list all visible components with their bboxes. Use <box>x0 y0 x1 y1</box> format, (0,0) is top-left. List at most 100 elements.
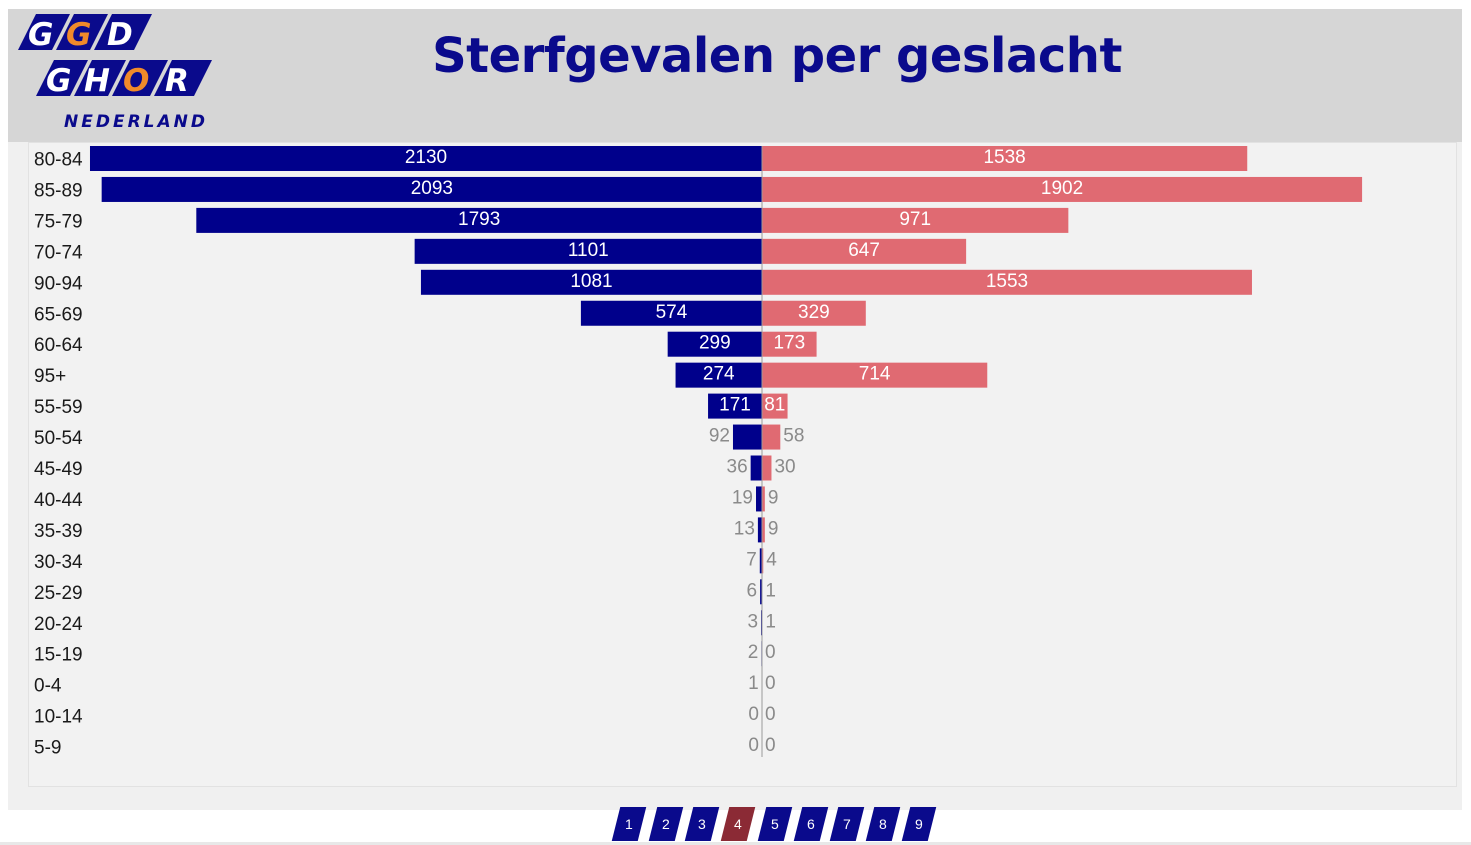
page-button-3[interactable]: 3 <box>684 807 720 841</box>
logo-letter: H <box>84 63 110 99</box>
female-value-label: 971 <box>899 209 931 230</box>
female-bar <box>762 300 866 326</box>
male-value-label: 274 <box>703 364 735 385</box>
page-button-4[interactable]: 4 <box>720 807 756 841</box>
female-value-label: 9 <box>768 487 779 508</box>
page-title: Sterfgevalen per geslacht <box>432 28 1122 84</box>
age-group-label: 35-39 <box>34 521 83 542</box>
male-bar <box>732 424 762 450</box>
page-button-6[interactable]: 6 <box>793 807 829 841</box>
female-value-label: 9 <box>768 518 779 539</box>
male-bar <box>667 331 762 357</box>
page-button-label: 6 <box>807 816 815 832</box>
female-bar <box>762 331 817 357</box>
page-button-5[interactable]: 5 <box>757 807 793 841</box>
bottom-divider <box>0 842 1471 845</box>
male-value-label: 19 <box>732 487 753 508</box>
logo-letter: R <box>165 63 189 99</box>
female-value-label: 173 <box>773 333 805 354</box>
male-value-label: 0 <box>748 704 759 725</box>
age-group-label: 55-59 <box>34 397 83 418</box>
female-bar <box>762 238 967 264</box>
age-group-label: 5-9 <box>34 738 61 759</box>
male-bar <box>750 455 762 481</box>
female-value-label: 329 <box>798 302 830 323</box>
male-value-label: 1101 <box>568 240 609 261</box>
male-value-label: 92 <box>709 426 730 447</box>
age-group-label: 90-94 <box>34 273 83 294</box>
male-value-label: 299 <box>699 333 731 354</box>
male-value-label: 2093 <box>411 178 453 199</box>
page-button-7[interactable]: 7 <box>829 807 865 841</box>
female-bar <box>762 207 1069 233</box>
female-bar <box>762 393 788 419</box>
female-bar <box>762 486 765 512</box>
female-value-label: 0 <box>765 704 776 725</box>
age-group-label: 40-44 <box>34 490 83 511</box>
female-value-label: 1553 <box>986 271 1028 292</box>
age-group-label: 85-89 <box>34 180 83 201</box>
logo-row-2 <box>36 60 212 96</box>
female-value-label: 0 <box>765 673 776 694</box>
male-bar <box>580 300 762 326</box>
age-group-label: 65-69 <box>34 304 83 325</box>
pagination: 1 2 3 4 5 6 7 8 9 <box>0 807 1471 845</box>
male-value-label: 1081 <box>570 271 612 292</box>
male-value-label: 3 <box>747 611 758 632</box>
female-value-label: 4 <box>766 549 777 570</box>
age-group-label: 30-34 <box>34 552 83 573</box>
page-button-8[interactable]: 8 <box>865 807 901 841</box>
female-value-label: 58 <box>783 426 804 447</box>
age-group-label: 20-24 <box>34 614 83 635</box>
logo-letter: O <box>123 63 149 99</box>
male-value-label: 2 <box>748 642 759 663</box>
age-group-label: 50-54 <box>34 428 83 449</box>
male-value-label: 2130 <box>405 147 447 168</box>
age-group-label: 95+ <box>34 366 66 387</box>
female-bar <box>762 362 988 388</box>
age-group-label: 10-14 <box>34 707 83 728</box>
age-group-label: 15-19 <box>34 645 83 666</box>
male-bar <box>760 579 762 605</box>
male-value-label: 13 <box>734 518 755 539</box>
header-bar <box>8 9 1462 142</box>
male-value-label: 1793 <box>458 209 500 230</box>
page-button-2[interactable]: 2 <box>648 807 684 841</box>
age-group-label: 70-74 <box>34 242 83 263</box>
male-bar <box>101 176 762 202</box>
male-bar <box>414 238 762 264</box>
page-button-label: 7 <box>843 816 851 832</box>
male-bar <box>708 393 762 419</box>
age-group-label: 0-4 <box>34 676 62 697</box>
logo-subtext: NEDERLAND <box>64 112 208 132</box>
page-button-label: 4 <box>734 816 742 832</box>
male-bar <box>420 269 762 295</box>
female-value-label: 81 <box>764 395 785 416</box>
female-value-label: 714 <box>859 364 891 385</box>
logo-letter: G <box>46 63 71 99</box>
male-value-label: 171 <box>719 395 751 416</box>
page-button-label: 9 <box>915 816 923 832</box>
male-value-label: 36 <box>727 457 748 478</box>
male-value-label: 6 <box>747 580 758 601</box>
male-bar <box>759 548 762 574</box>
page-button-label: 2 <box>662 816 670 832</box>
female-bar <box>762 517 765 543</box>
female-value-label: 1 <box>765 611 776 632</box>
female-bar <box>762 548 764 574</box>
page-button-1[interactable]: 1 <box>611 807 647 841</box>
age-group-label: 75-79 <box>34 211 83 232</box>
male-bar <box>89 146 763 171</box>
female-bar <box>762 269 1252 295</box>
page-button-label: 8 <box>879 816 887 832</box>
female-value-label: 0 <box>765 735 776 756</box>
page-button-9[interactable]: 9 <box>901 807 937 841</box>
age-group-label: 25-29 <box>34 583 83 604</box>
female-bar <box>762 424 781 450</box>
male-value-label: 0 <box>748 735 759 756</box>
ggd-ghor-logo: G G D G H O R NEDERLAND <box>18 14 212 132</box>
age-group-label: 45-49 <box>34 459 83 480</box>
page-button-label: 1 <box>625 816 633 832</box>
age-group-label: 80-84 <box>34 150 83 171</box>
